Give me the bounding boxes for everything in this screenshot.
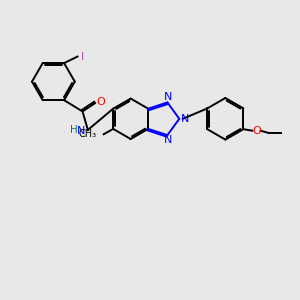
Text: O: O — [97, 97, 105, 107]
Text: N: N — [164, 92, 172, 102]
Text: N: N — [77, 126, 86, 136]
Text: N: N — [164, 135, 172, 145]
Text: H: H — [70, 125, 77, 136]
Text: O: O — [252, 126, 261, 136]
Text: CH₃: CH₃ — [79, 129, 97, 139]
Text: I: I — [81, 52, 85, 61]
Text: N: N — [181, 114, 189, 124]
